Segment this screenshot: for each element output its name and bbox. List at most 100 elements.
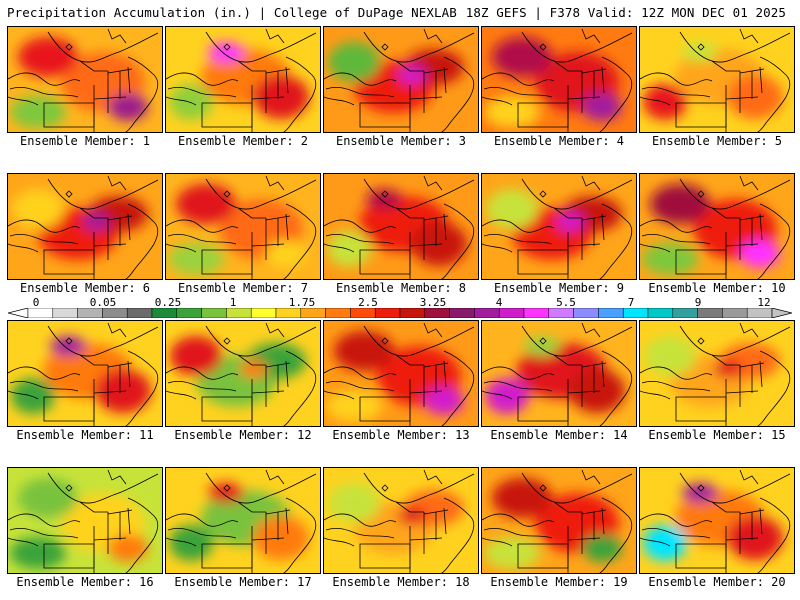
colorbar-cell bbox=[573, 308, 599, 318]
colorbar-cell bbox=[523, 308, 550, 318]
ensemble-member-map bbox=[481, 320, 637, 427]
colorbar-tick-label: 0.05 bbox=[89, 296, 117, 309]
colorbar-cell bbox=[474, 308, 500, 318]
precip-blob bbox=[328, 483, 380, 523]
lake-marker bbox=[381, 43, 389, 51]
precip-blob bbox=[108, 534, 148, 562]
geo-outlines bbox=[482, 469, 633, 573]
colorbar-tick-label: 7 bbox=[627, 296, 635, 309]
ensemble-member-map bbox=[639, 173, 795, 280]
geo-outlines bbox=[8, 28, 159, 132]
geo-outlines bbox=[8, 175, 159, 279]
ensemble-member-map bbox=[165, 173, 321, 280]
colorbar-cell bbox=[424, 308, 450, 318]
geo-outlines bbox=[8, 322, 159, 426]
colorbar-cell bbox=[350, 308, 376, 318]
precip-blob bbox=[326, 390, 382, 422]
ensemble-member-label: Ensemble Member: 14 bbox=[490, 428, 628, 442]
lake-marker bbox=[65, 43, 73, 51]
precip-blob bbox=[484, 96, 540, 128]
geo-outlines bbox=[640, 322, 791, 426]
colorbar-tick-label: 3.25 bbox=[419, 296, 447, 309]
lake-marker bbox=[381, 190, 389, 198]
ensemble-member-label: Ensemble Member: 19 bbox=[490, 575, 628, 589]
ensemble-member-label: Ensemble Member: 15 bbox=[648, 428, 786, 442]
ensemble-member-map bbox=[639, 320, 795, 427]
precip-blob bbox=[82, 213, 110, 231]
precip-blob bbox=[398, 66, 426, 84]
precip-blob bbox=[170, 336, 222, 376]
geo-outlines bbox=[166, 175, 317, 279]
precip-blob bbox=[650, 184, 710, 224]
precip-blob bbox=[328, 42, 380, 82]
ensemble-member-map bbox=[7, 173, 163, 280]
colorbar-cell bbox=[275, 308, 302, 318]
ensemble-member-map bbox=[639, 467, 795, 574]
geo-outlines bbox=[324, 28, 475, 132]
ensemble-member-map bbox=[165, 26, 321, 133]
ensemble-member-label: Ensemble Member: 18 bbox=[332, 575, 470, 589]
precip-blob bbox=[10, 537, 66, 569]
lake-marker bbox=[381, 337, 389, 345]
ensemble-member-label: Ensemble Member: 11 bbox=[16, 428, 154, 442]
lake-marker bbox=[539, 190, 547, 198]
precip-blob bbox=[12, 189, 64, 229]
colorbar-cell bbox=[374, 308, 401, 318]
ensemble-member-map bbox=[323, 467, 479, 574]
chart-title: Precipitation Accumulation (in.) | Colle… bbox=[7, 5, 457, 20]
precip-blob bbox=[644, 336, 696, 376]
ensemble-member-map bbox=[7, 467, 163, 574]
colorbar-cell bbox=[498, 308, 525, 318]
ensemble-member-label: Ensemble Member: 7 bbox=[177, 281, 309, 295]
geo-outlines bbox=[166, 322, 317, 426]
geo-outlines bbox=[640, 469, 791, 573]
colorbar-left-arrow bbox=[8, 308, 29, 318]
ensemble-member-label: Ensemble Member: 3 bbox=[335, 134, 467, 148]
precip-blob bbox=[176, 184, 236, 224]
colorbar-cell bbox=[77, 308, 103, 318]
ensemble-member-label: Ensemble Member: 16 bbox=[16, 575, 154, 589]
lake-marker bbox=[65, 337, 73, 345]
geo-outlines bbox=[8, 469, 159, 573]
colorbar-cell bbox=[399, 308, 426, 318]
precip-blob bbox=[484, 537, 540, 569]
ensemble-member-label: Ensemble Member: 2 bbox=[177, 134, 309, 148]
colorbar-cell bbox=[201, 308, 227, 318]
colorbar-cell bbox=[548, 308, 574, 318]
ensemble-member-label: Ensemble Member: 10 bbox=[648, 281, 786, 295]
lake-marker bbox=[539, 43, 547, 51]
colorbar-cell bbox=[250, 308, 277, 318]
ensemble-member-label: Ensemble Member: 9 bbox=[493, 281, 625, 295]
geo-outlines bbox=[324, 175, 475, 279]
colorbar-cell bbox=[102, 308, 128, 318]
ensemble-member-label: Ensemble Member: 13 bbox=[332, 428, 470, 442]
colorbar-tick-label: 9 bbox=[694, 296, 702, 309]
colorbar-tick-label: 12 bbox=[757, 296, 771, 309]
geo-outlines bbox=[324, 322, 475, 426]
colorbar-cell bbox=[151, 308, 178, 318]
ensemble-member-map bbox=[323, 320, 479, 427]
ensemble-member-map bbox=[481, 173, 637, 280]
precip-blob bbox=[492, 478, 552, 518]
ensemble-member-map bbox=[7, 320, 163, 427]
ensemble-member-map bbox=[481, 467, 637, 574]
precip-blob bbox=[492, 37, 552, 77]
ensemble-member-label: Ensemble Member: 8 bbox=[335, 281, 467, 295]
precip-blob bbox=[424, 387, 464, 415]
colorbar-cell bbox=[622, 308, 649, 318]
lake-marker bbox=[223, 190, 231, 198]
colorbar-tick-label: 5.5 bbox=[556, 296, 576, 309]
colorbar-cell bbox=[672, 308, 698, 318]
lake-marker bbox=[381, 484, 389, 492]
geo-outlines bbox=[166, 28, 317, 132]
lake-marker bbox=[65, 190, 73, 198]
ensemble-member-map bbox=[165, 467, 321, 574]
precip-blob bbox=[18, 37, 78, 77]
ensemble-member-map bbox=[323, 173, 479, 280]
colorbar-cell bbox=[226, 308, 252, 318]
colorbar-tick-label: 2.5 bbox=[358, 296, 378, 309]
colorbar-cell bbox=[126, 308, 153, 318]
colorbar-cell bbox=[176, 308, 202, 318]
precip-blob bbox=[240, 360, 268, 378]
colorbar-cell bbox=[300, 308, 326, 318]
